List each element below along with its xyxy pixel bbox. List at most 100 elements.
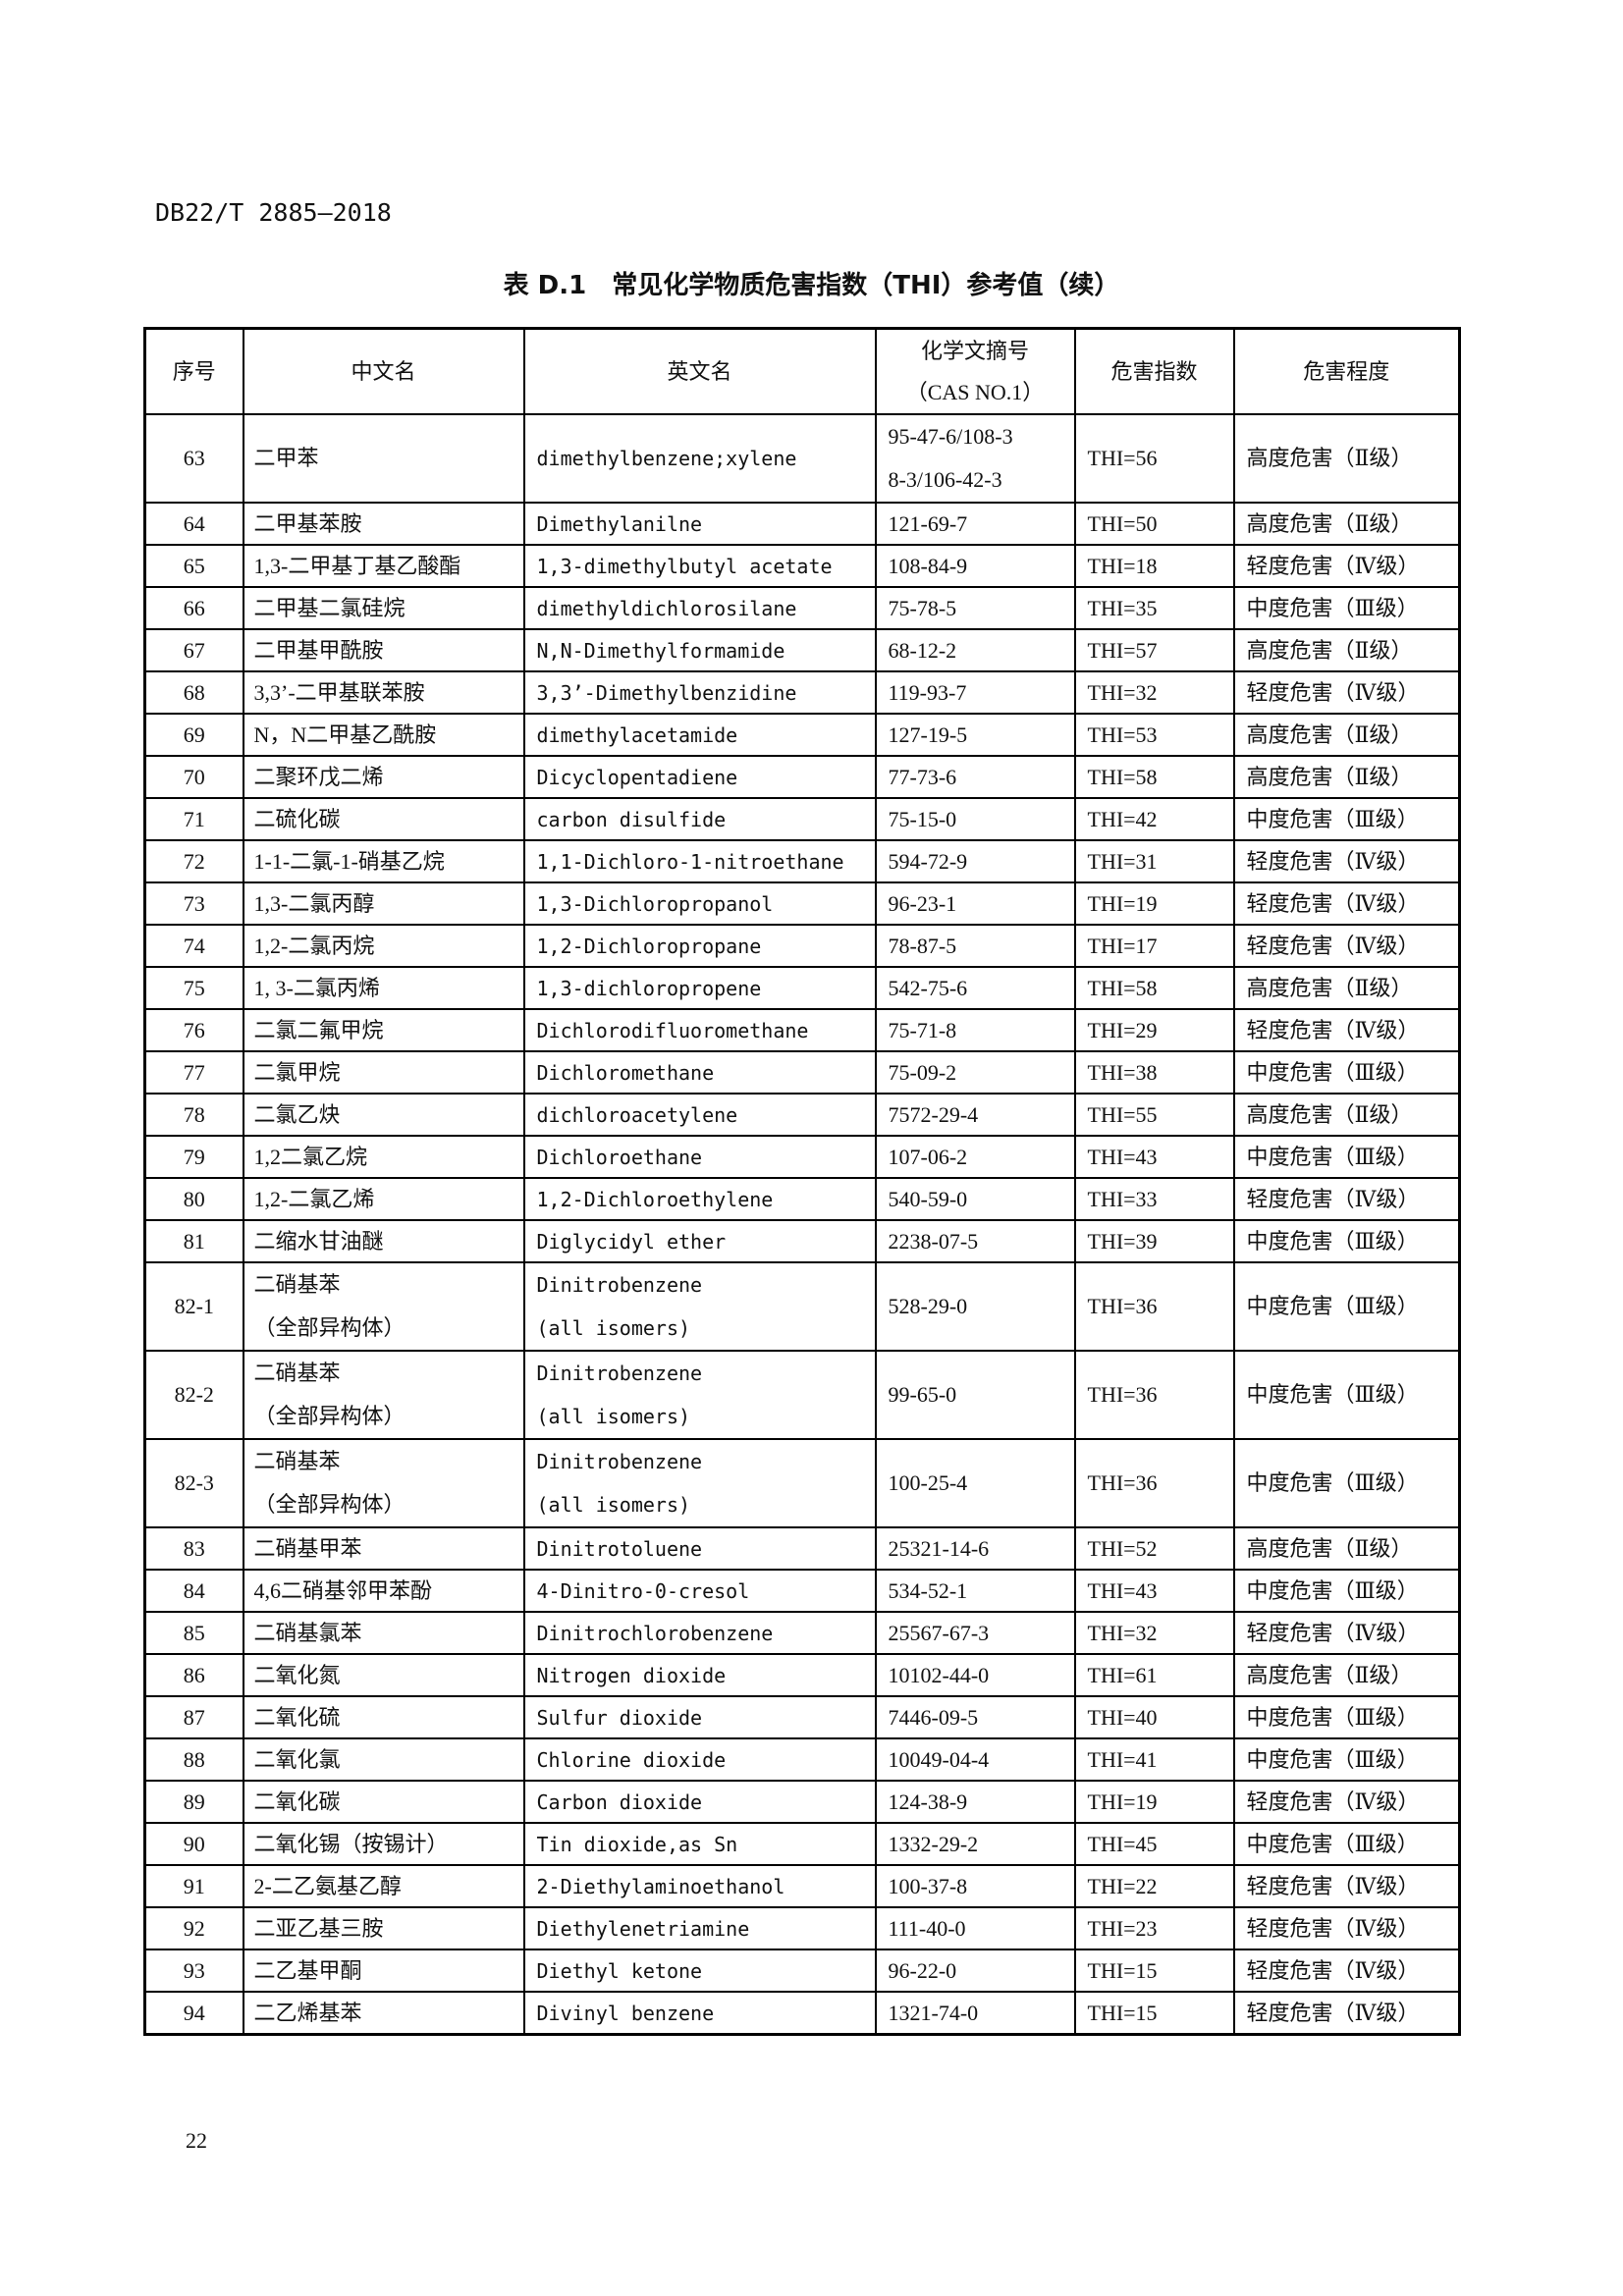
cell-hazard-index: THI=40 [1073, 1695, 1235, 1739]
cell-hazard-level: 中度危害（Ⅲ级） [1232, 797, 1461, 841]
cell-hazard-level: 中度危害（Ⅲ级） [1232, 1438, 1461, 1528]
cell-hazard-index: THI=15 [1073, 1949, 1235, 1993]
cell-hazard-index: THI=18 [1073, 544, 1235, 588]
table-row: 93 二乙基甲酮 Diethyl ketone 96-22-0 THI=15 轻度危害（Ⅳ… [143, 1949, 1461, 1993]
cell-cas-number: 100-37-8 [874, 1864, 1076, 1908]
cell-cas-number: 100-25-4 [874, 1438, 1076, 1528]
cell-chinese-name: 二硫化碳 [242, 797, 525, 841]
cell-serial: 72 [143, 839, 244, 883]
cell-chinese-name: 2-二乙氨基乙醇 [242, 1864, 525, 1908]
cell-english-name: Dichlorodifluoromethane [522, 1008, 877, 1052]
cell-hazard-index: THI=31 [1073, 839, 1235, 883]
table-row: 84 4,6二硝基邻甲苯酚 4-Dinitro-0-cresol 534-52-1 TH… [143, 1569, 1461, 1613]
cell-cas-number: 96-22-0 [874, 1949, 1076, 1993]
cell-serial: 93 [143, 1949, 244, 1993]
cell-serial: 76 [143, 1008, 244, 1052]
cell-hazard-level: 轻度危害（Ⅳ级） [1232, 1991, 1461, 2036]
cell-hazard-level: 中度危害（Ⅲ级） [1232, 586, 1461, 630]
cell-english-name: Diglycidyl ether [522, 1219, 877, 1263]
cell-cas-number: 119-93-7 [874, 670, 1076, 715]
cell-serial: 82-3 [143, 1438, 244, 1528]
cell-chinese-name: 二氧化氮 [242, 1653, 525, 1697]
header-chinese-name: 中文名 [242, 327, 525, 415]
cell-serial: 92 [143, 1906, 244, 1950]
cell-cas-number: 2238-07-5 [874, 1219, 1076, 1263]
cell-hazard-index: THI=45 [1073, 1822, 1235, 1866]
cell-chinese-name: N，N二甲基乙酰胺 [242, 713, 525, 757]
cell-hazard-level: 轻度危害（Ⅳ级） [1232, 1780, 1461, 1824]
cell-hazard-level: 轻度危害（Ⅳ级） [1232, 1949, 1461, 1993]
cell-hazard-index: THI=32 [1073, 1611, 1235, 1655]
cell-chinese-name: 1,3-二氯丙醇 [242, 881, 525, 926]
cell-chinese-name: 1, 3-二氯丙烯 [242, 966, 525, 1010]
cell-hazard-index: THI=43 [1073, 1569, 1235, 1613]
table-row: 82-2 二硝基苯 （全部异构体） Dinitrobenzene (all isom… [143, 1350, 1461, 1440]
cell-serial: 80 [143, 1177, 244, 1221]
cell-chinese-name: 1,2-二氯乙烯 [242, 1177, 525, 1221]
cell-chinese-name: 二亚乙基三胺 [242, 1906, 525, 1950]
cell-cas-number: 528-29-0 [874, 1261, 1076, 1352]
table-row: 66 二甲基二氯硅烷 dimethyldichlorosilane 75-78-5 TH… [143, 586, 1461, 630]
header-cas-number: 化学文摘号 （CAS NO.1） [874, 327, 1076, 415]
table-row: 81 二缩水甘油醚 Diglycidyl ether 2238-07-5 THI=39 中… [143, 1219, 1461, 1263]
cell-chinese-name: 1,2二氯乙烷 [242, 1135, 525, 1179]
cell-serial: 84 [143, 1569, 244, 1613]
cell-cas-number: 121-69-7 [874, 502, 1076, 546]
cell-hazard-level: 轻度危害（Ⅳ级） [1232, 924, 1461, 968]
cell-cas-number: 75-15-0 [874, 797, 1076, 841]
cell-hazard-index: THI=57 [1073, 628, 1235, 672]
cell-chinese-name: 二甲苯 [242, 413, 525, 504]
cell-cas-number: 95-47-6/108-3 8-3/106-42-3 [874, 413, 1076, 504]
cell-hazard-level: 高度危害（Ⅱ级） [1232, 755, 1461, 799]
cell-cas-number: 96-23-1 [874, 881, 1076, 926]
cell-hazard-index: THI=36 [1073, 1438, 1235, 1528]
cell-serial: 77 [143, 1050, 244, 1095]
table-row: 83 二硝基甲苯 Dinitrotoluene 25321-14-6 THI=52 高度危… [143, 1526, 1461, 1571]
cell-english-name: carbon disulfide [522, 797, 877, 841]
cell-serial: 79 [143, 1135, 244, 1179]
cell-hazard-index: THI=38 [1073, 1050, 1235, 1095]
cell-serial: 83 [143, 1526, 244, 1571]
cell-english-name: dichloroacetylene [522, 1093, 877, 1137]
cell-cas-number: 7446-09-5 [874, 1695, 1076, 1739]
table-row: 75 1, 3-二氯丙烯 1,3-dichloropropene 542-75-6 TH… [143, 966, 1461, 1010]
cell-hazard-index: THI=35 [1073, 586, 1235, 630]
cell-serial: 75 [143, 966, 244, 1010]
cell-serial: 81 [143, 1219, 244, 1263]
cell-cas-number: 68-12-2 [874, 628, 1076, 672]
cell-hazard-index: THI=36 [1073, 1350, 1235, 1440]
cell-cas-number: 25567-67-3 [874, 1611, 1076, 1655]
table-row: 88 二氧化氯 Chlorine dioxide 10049-04-4 THI=41 中度… [143, 1737, 1461, 1782]
cell-serial: 63 [143, 413, 244, 504]
cell-serial: 82-1 [143, 1261, 244, 1352]
cell-hazard-index: THI=33 [1073, 1177, 1235, 1221]
cell-chinese-name: 4,6二硝基邻甲苯酚 [242, 1569, 525, 1613]
cell-english-name: Diethyl ketone [522, 1949, 877, 1993]
cell-serial: 91 [143, 1864, 244, 1908]
cell-hazard-level: 轻度危害（Ⅳ级） [1232, 1177, 1461, 1221]
table-row: 63 二甲苯 dimethylbenzene;xylene 95-47-6/108-3… [143, 413, 1461, 504]
table-row: 70 二聚环戊二烯 Dicyclopentadiene 77-73-6 THI=58 高度… [143, 755, 1461, 799]
cell-serial: 64 [143, 502, 244, 546]
cell-chinese-name: 二氧化碳 [242, 1780, 525, 1824]
cell-hazard-level: 轻度危害（Ⅳ级） [1232, 839, 1461, 883]
cell-english-name: 1,2-Dichloroethylene [522, 1177, 877, 1221]
cell-cas-number: 10102-44-0 [874, 1653, 1076, 1697]
table-row: 92 二亚乙基三胺 Diethylenetriamine 111-40-0 THI=23… [143, 1906, 1461, 1950]
cell-hazard-index: THI=52 [1073, 1526, 1235, 1571]
cell-hazard-level: 轻度危害（Ⅳ级） [1232, 1008, 1461, 1052]
cell-serial: 90 [143, 1822, 244, 1866]
cell-chinese-name: 二缩水甘油醚 [242, 1219, 525, 1263]
cell-hazard-index: THI=22 [1073, 1864, 1235, 1908]
cell-chinese-name: 3,3’-二甲基联苯胺 [242, 670, 525, 715]
table-row: 90 二氧化锡（按锡计） Tin dioxide,as Sn 1332-29-2 THI… [143, 1822, 1461, 1866]
cell-chinese-name: 二乙烯基苯 [242, 1991, 525, 2036]
cell-serial: 74 [143, 924, 244, 968]
cell-chinese-name: 二氧化硫 [242, 1695, 525, 1739]
table-row: 71 二硫化碳 carbon disulfide 75-15-0 THI=42 中度危害（… [143, 797, 1461, 841]
table-row: 65 1,3-二甲基丁基乙酸酯 1,3-dimethylbutyl acetate 1… [143, 544, 1461, 588]
cell-english-name: Chlorine dioxide [522, 1737, 877, 1782]
cell-serial: 66 [143, 586, 244, 630]
cell-hazard-level: 高度危害（Ⅱ级） [1232, 1653, 1461, 1697]
cell-chinese-name: 二氧化氯 [242, 1737, 525, 1782]
